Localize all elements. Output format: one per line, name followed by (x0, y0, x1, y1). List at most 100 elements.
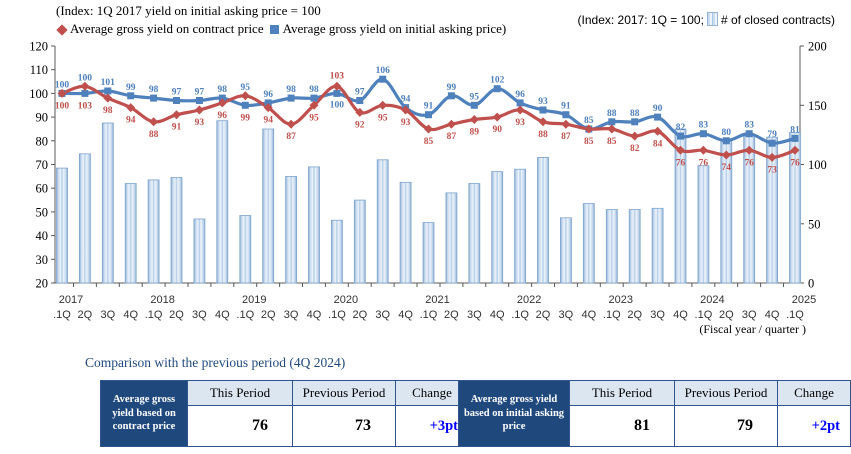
svg-text:4Q: 4Q (490, 309, 505, 321)
row-label-contract: Average gross yield based on contract pr… (100, 380, 188, 447)
svg-text:2Q: 2Q (78, 309, 93, 321)
contract-this-period-value: 76 (187, 405, 293, 447)
svg-text:97: 97 (355, 88, 365, 98)
svg-text:100: 100 (55, 80, 70, 90)
svg-text:.1Q: .1Q (603, 309, 621, 321)
yield-chart-svg: 20 30 40 50 60 70 80 90 100 110 120 0 50 100 150 200 100… (29, 40, 827, 337)
blue-square-icon (269, 25, 279, 34)
svg-text:4Q: 4Q (123, 309, 138, 321)
svg-text:85: 85 (424, 137, 434, 147)
svg-text:2019: 2019 (242, 294, 266, 306)
svg-text:98: 98 (103, 106, 113, 116)
svg-text:3Q: 3Q (100, 309, 115, 321)
svg-text:81: 81 (790, 125, 800, 135)
svg-text:3Q: 3Q (559, 309, 574, 321)
svg-text:98: 98 (286, 85, 296, 95)
svg-text:.1Q: .1Q (145, 309, 163, 321)
svg-text:99: 99 (241, 113, 251, 123)
col-header-previous-period: Previous Period (674, 380, 778, 406)
yield-chart: 20 30 40 50 60 70 80 90 100 110 120 0 50 100 150 200 100… (29, 40, 827, 337)
svg-text:3Q: 3Q (467, 309, 482, 321)
svg-text:2023: 2023 (609, 294, 633, 306)
svg-text:2Q: 2Q (536, 309, 551, 321)
contract-change-value: +3pt (395, 405, 469, 447)
svg-text:93: 93 (401, 118, 411, 128)
svg-text:106: 106 (376, 66, 391, 76)
svg-text:95: 95 (309, 113, 319, 123)
svg-text:2Q: 2Q (627, 309, 642, 321)
svg-text:.1Q: .1Q (236, 309, 254, 321)
svg-text:100: 100 (29, 87, 48, 101)
red-diamond-icon (56, 24, 68, 36)
svg-text:.1Q: .1Q (420, 309, 438, 321)
svg-text:110: 110 (30, 63, 48, 77)
svg-text:200: 200 (808, 40, 827, 54)
svg-text:88: 88 (149, 130, 159, 140)
svg-text:87: 87 (286, 132, 296, 142)
row-label-asking: Average gross yield based on initial ask… (458, 380, 570, 447)
svg-text:100: 100 (55, 101, 70, 111)
svg-text:98: 98 (309, 85, 319, 95)
svg-text:97: 97 (172, 88, 182, 98)
svg-text:4Q: 4Q (398, 309, 413, 321)
svg-text:93: 93 (195, 118, 205, 128)
svg-text:3Q: 3Q (192, 309, 207, 321)
svg-text:97: 97 (195, 88, 205, 98)
left-axis-labels: 20 30 40 50 60 70 80 90 100 110 120 (29, 40, 48, 291)
svg-text:4Q: 4Q (307, 309, 322, 321)
svg-text:95: 95 (241, 83, 251, 93)
svg-text:95: 95 (470, 92, 480, 102)
svg-text:3Q: 3Q (742, 309, 757, 321)
svg-text:80: 80 (722, 128, 732, 138)
svg-text:4Q: 4Q (215, 309, 230, 321)
svg-text:85: 85 (584, 137, 594, 147)
svg-text:60: 60 (36, 182, 49, 196)
svg-text:88: 88 (607, 109, 617, 119)
svg-text:89: 89 (470, 128, 480, 138)
svg-text:88: 88 (538, 130, 548, 140)
svg-text:2Q: 2Q (719, 309, 734, 321)
index-note-right-prefix: (Index: 2017: 1Q = 100; (577, 13, 704, 27)
svg-text:4Q: 4Q (765, 309, 780, 321)
svg-text:2Q: 2Q (169, 309, 184, 321)
svg-text:.1Q: .1Q (328, 309, 346, 321)
legend-contract-label: Average gross yield on contract price (70, 21, 264, 36)
svg-text:82: 82 (676, 123, 686, 133)
svg-text:100: 100 (808, 158, 827, 172)
svg-text:40: 40 (36, 229, 49, 243)
svg-text:73: 73 (767, 165, 777, 175)
svg-text:100: 100 (78, 73, 93, 83)
svg-text:87: 87 (561, 132, 571, 142)
svg-text:4Q: 4Q (673, 309, 688, 321)
svg-text:4Q: 4Q (581, 309, 596, 321)
svg-text:120: 120 (29, 40, 48, 54)
svg-text:103: 103 (330, 71, 345, 81)
svg-text:3Q: 3Q (284, 309, 299, 321)
index-note-left: (Index: 1Q 2017 yield on initial asking … (56, 3, 321, 18)
svg-text:94: 94 (126, 116, 136, 126)
svg-text:82: 82 (630, 144, 640, 154)
data-labels: 100 100 100 103 101 98 99 94 98 88 97 91 97 93 98 96 95 9… (55, 66, 800, 175)
svg-text:2022: 2022 (517, 294, 541, 306)
svg-text:92: 92 (355, 120, 365, 130)
svg-text:98: 98 (218, 85, 228, 95)
svg-text:91: 91 (424, 102, 434, 112)
closed-contracts-bars (56, 120, 801, 284)
svg-text:2018: 2018 (150, 294, 174, 306)
svg-text:98: 98 (149, 85, 159, 95)
svg-text:70: 70 (36, 158, 49, 172)
svg-text:3Q: 3Q (650, 309, 665, 321)
svg-text:99: 99 (447, 83, 457, 93)
svg-text:96: 96 (218, 111, 228, 121)
contract-previous-period-value: 73 (292, 405, 396, 447)
svg-text:150: 150 (808, 99, 827, 113)
index-note-right: (Index: 2017: 1Q = 100; # of closed contr… (578, 12, 835, 27)
svg-text:93: 93 (515, 118, 525, 128)
svg-text:.1Q: .1Q (511, 309, 529, 321)
svg-text:76: 76 (790, 158, 800, 168)
svg-text:103: 103 (78, 101, 93, 111)
svg-text:3Q: 3Q (375, 309, 390, 321)
svg-text:96: 96 (263, 90, 273, 100)
svg-text:2025: 2025 (792, 294, 816, 306)
